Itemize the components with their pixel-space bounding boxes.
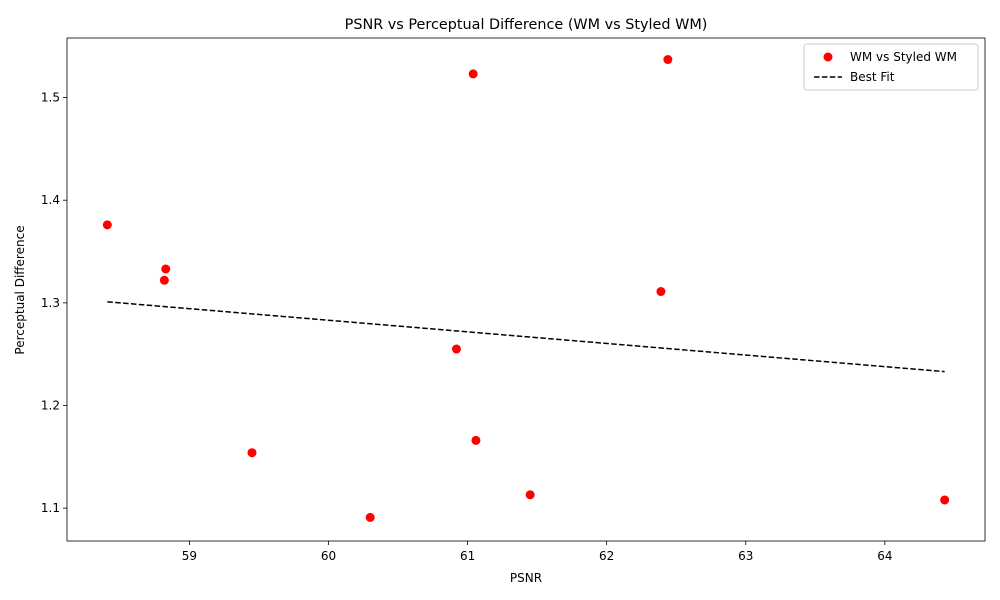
scatter-point-11 xyxy=(940,495,950,505)
y-axis-ticks: 1.1 1.2 1.3 1.4 1.5 xyxy=(41,91,67,515)
legend-box xyxy=(803,43,979,91)
scatter-point-4 xyxy=(365,512,375,522)
y-tick-label-0: 1.1 xyxy=(41,501,60,515)
scatter-point-7 xyxy=(471,435,481,445)
scatter-point-1 xyxy=(161,264,171,274)
y-tick-label-4: 1.5 xyxy=(41,91,60,105)
legend-entry-1: Best Fit xyxy=(850,70,895,84)
scatter-point-3 xyxy=(247,448,257,458)
x-tick-label-1: 60 xyxy=(321,549,336,563)
y-axis-label: Perceptual Difference xyxy=(13,225,27,354)
legend: WM vs Styled WM Best Fit xyxy=(803,43,979,91)
plot-area xyxy=(66,37,986,542)
x-tick-label-2: 61 xyxy=(460,549,475,563)
x-tick-label-4: 63 xyxy=(738,549,753,563)
x-tick-label-5: 64 xyxy=(877,549,892,563)
scatter-point-0 xyxy=(102,220,112,230)
x-axis-ticks: 59 60 61 62 63 64 xyxy=(182,541,892,563)
x-tick-label-0: 59 xyxy=(182,549,197,563)
best-fit-line xyxy=(107,301,945,373)
chart-title: PSNR vs Perceptual Difference (WM vs Sty… xyxy=(345,17,708,33)
x-tick-label-3: 62 xyxy=(599,549,614,563)
axes-frame xyxy=(66,37,986,542)
scatter-point-10 xyxy=(663,55,673,65)
scatter-point-9 xyxy=(656,287,666,297)
scatter-point-2 xyxy=(159,275,169,285)
scatter-point-5 xyxy=(451,344,461,354)
y-tick-label-2: 1.3 xyxy=(41,296,60,310)
legend-point-marker xyxy=(823,52,833,62)
y-tick-label-1: 1.2 xyxy=(41,398,60,412)
scatter-point-8 xyxy=(525,490,535,500)
legend-entry-0: WM vs Styled WM xyxy=(850,50,957,64)
y-tick-label-3: 1.4 xyxy=(41,193,60,207)
scatter-point-6 xyxy=(468,69,478,79)
x-axis-label: PSNR xyxy=(510,571,542,585)
